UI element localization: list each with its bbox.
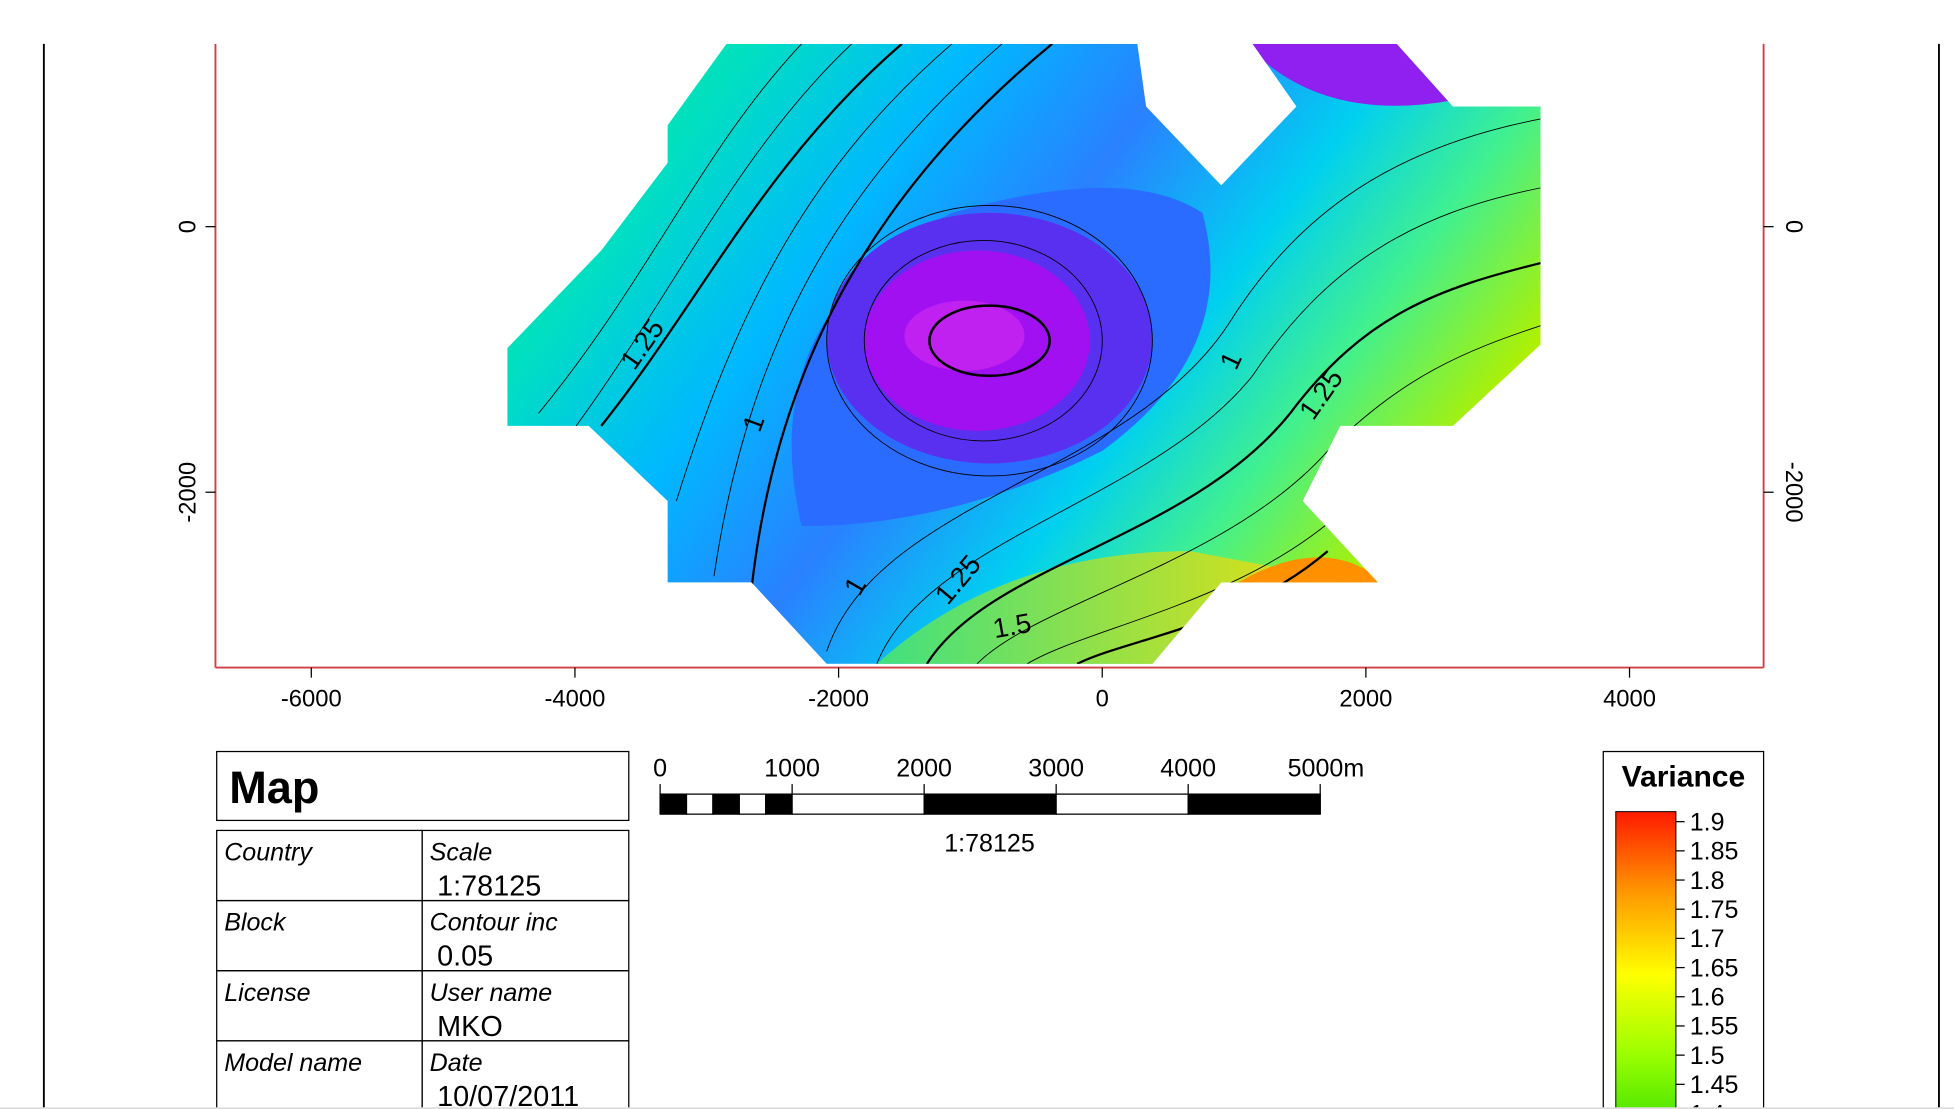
scale-subsegment — [738, 793, 767, 815]
scale-subsegment — [712, 793, 740, 815]
field-value: 1:78125 — [437, 871, 541, 903]
colorbar-label: 1.45 — [1690, 1071, 1739, 1099]
scale-label: 2000 — [896, 755, 952, 783]
colorbar-label: 1.55 — [1690, 1013, 1739, 1041]
x-tick-label: 4000 — [1603, 685, 1656, 712]
scale-ratio: 1:78125 — [944, 830, 1035, 858]
colorbar-label: 1.9 — [1690, 808, 1725, 836]
table-cell — [421, 1040, 630, 1109]
field-label: Model name — [224, 1049, 362, 1077]
x-tick-label: 2000 — [1339, 685, 1392, 712]
field-label: Block — [224, 909, 287, 937]
field-label: Contour inc — [430, 909, 559, 937]
contour-label: 1.5 — [990, 607, 1033, 644]
colorbar-label: 1.7 — [1690, 925, 1725, 953]
y-tick-label: -2000 — [174, 462, 201, 523]
field-label: Country — [224, 838, 313, 866]
field-label: Date — [430, 1049, 483, 1077]
field-label: User name — [430, 979, 552, 1007]
scale-label: 5000m — [1288, 755, 1365, 783]
scale-subsegment — [685, 793, 714, 815]
field-label: Scale — [430, 838, 493, 866]
colorbar-label: 1.75 — [1690, 896, 1739, 924]
colorbar — [1615, 811, 1677, 1109]
scale-segment — [791, 793, 925, 815]
y-tick-label-right: 0 — [1780, 220, 1807, 233]
scale-subsegment — [659, 793, 688, 815]
scale-subsegment — [765, 793, 793, 815]
scale-label: 1000 — [764, 755, 820, 783]
scale-segment — [923, 793, 1057, 815]
field-value: 10/07/2011 — [437, 1081, 579, 1109]
colorbar-label: 1.5 — [1690, 1042, 1725, 1070]
scale-label: 3000 — [1028, 755, 1084, 783]
x-tick-label: -2000 — [808, 685, 869, 712]
title-box — [216, 750, 630, 822]
field-label: License — [224, 979, 310, 1007]
scale-segment — [1187, 793, 1321, 815]
y-tick-label: 0 — [174, 220, 201, 233]
scale-segment — [1055, 793, 1189, 815]
map-title: Map — [229, 762, 319, 813]
field-value: 0.05 — [437, 941, 493, 973]
legend-title: Variance — [1622, 761, 1746, 794]
x-tick-label: -6000 — [281, 685, 342, 712]
field-value: MKO — [437, 1011, 503, 1043]
y-tick-label-right: -2000 — [1780, 462, 1807, 523]
scale-label: 4000 — [1160, 755, 1216, 783]
colorbar-label: 1.65 — [1690, 954, 1739, 982]
bottom-edge — [0, 1107, 1954, 1109]
x-tick-label: 0 — [1096, 685, 1109, 712]
scale-label: 0 — [653, 755, 667, 783]
colorbar-label: 1.8 — [1690, 867, 1725, 895]
colorbar-label: 1.4 — [1690, 1100, 1725, 1109]
x-tick-label: -4000 — [545, 685, 606, 712]
contour-field — [507, 43, 1541, 664]
legend-box — [1602, 750, 1765, 1109]
colorbar-label: 1.85 — [1690, 838, 1739, 866]
colorbar-label: 1.6 — [1690, 984, 1725, 1012]
